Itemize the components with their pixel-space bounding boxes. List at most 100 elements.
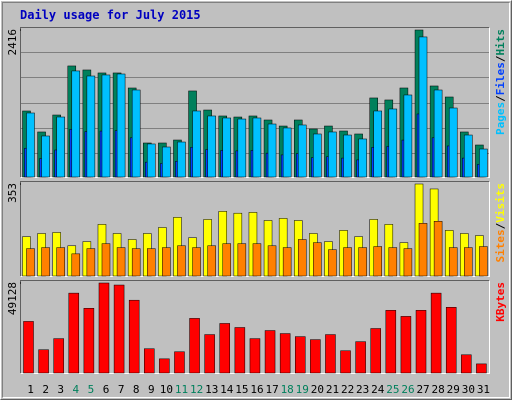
bar (370, 328, 381, 374)
bar (53, 338, 64, 374)
x-tick-label: 3 (57, 383, 64, 396)
bar (174, 351, 185, 374)
bar (116, 247, 126, 277)
bar (313, 242, 322, 277)
bar (403, 94, 413, 178)
x-tick-label: 23 (356, 383, 369, 396)
bar (264, 330, 276, 374)
panel-border-dark (20, 280, 490, 374)
bar (310, 339, 321, 374)
x-tick-label: 14 (220, 383, 234, 396)
bar (479, 246, 488, 277)
bar (68, 292, 80, 374)
bar (162, 146, 171, 178)
legend: Sites/Visits (494, 183, 507, 263)
bar (147, 248, 156, 277)
x-tick-label: 9 (148, 383, 155, 396)
legend-separator: / (494, 222, 507, 229)
bar (162, 247, 171, 277)
bar (56, 247, 65, 277)
bar (71, 253, 81, 277)
bar (101, 243, 111, 277)
x-tick-label: 28 (432, 383, 445, 396)
legend-entry: Files (494, 62, 507, 95)
bar (343, 247, 352, 277)
bar (267, 123, 277, 178)
bar (340, 350, 351, 374)
legend-entry: Hits (494, 29, 507, 56)
panel-border-dark (20, 181, 490, 277)
x-tick-label: 4 (73, 383, 80, 396)
bar (433, 89, 443, 178)
bar (403, 248, 413, 277)
x-tick-label: 19 (296, 383, 309, 396)
bar (373, 246, 382, 277)
bar (418, 223, 428, 277)
bar (418, 36, 428, 178)
bar (56, 116, 65, 178)
bar (267, 245, 277, 277)
bar (177, 141, 186, 178)
bar (237, 118, 247, 178)
bar (192, 110, 201, 178)
panel-border-light (20, 181, 490, 277)
bar (448, 107, 458, 178)
bar (41, 135, 50, 178)
bar (86, 248, 96, 277)
legend-entry: Pages (494, 102, 507, 135)
y-tick-label: 2416 (6, 29, 19, 56)
x-tick-label: 26 (401, 383, 414, 396)
bar (479, 148, 488, 178)
bar (113, 284, 125, 374)
x-tick-label: 7 (118, 383, 125, 396)
bar (38, 349, 49, 374)
panel-border-light (20, 280, 490, 374)
bar (464, 247, 473, 277)
legend: Pages/Files/Hits (494, 29, 507, 135)
bar (358, 138, 367, 178)
bar (252, 117, 262, 178)
x-tick-label: 10 (160, 383, 173, 396)
x-tick-label: 16 (250, 383, 263, 396)
x-tick-label: 15 (235, 383, 248, 396)
bar (98, 282, 110, 374)
bar (343, 134, 352, 178)
panel-border-dark (20, 27, 490, 178)
bar (131, 248, 141, 277)
bar (400, 316, 412, 374)
y-tick-label: 49128 (6, 282, 19, 315)
bar (252, 243, 262, 277)
bar (131, 89, 141, 178)
bar (282, 127, 292, 178)
bar (297, 124, 307, 178)
legend: KBytes (494, 282, 507, 322)
bar (159, 358, 170, 374)
bar (207, 245, 216, 277)
bar (279, 333, 291, 374)
legend-separator: / (494, 55, 507, 62)
x-tick-label: 21 (326, 383, 339, 396)
bar (101, 74, 111, 178)
legend-entry: Visits (494, 183, 507, 223)
x-tick-label: 27 (416, 383, 429, 396)
x-tick-label: 6 (103, 383, 110, 396)
bar (388, 108, 398, 178)
bar (328, 249, 337, 277)
bar (234, 327, 246, 374)
x-tick-label: 2 (42, 383, 49, 396)
x-tick-label: 18 (281, 383, 294, 396)
bar (313, 133, 322, 178)
bar (86, 75, 96, 178)
legend-entry: Sites (494, 229, 507, 262)
bar (282, 247, 292, 277)
bar (476, 363, 487, 374)
bar (116, 73, 126, 178)
x-tick-label: 25 (386, 383, 399, 396)
bar (26, 248, 35, 277)
bar (147, 143, 156, 178)
